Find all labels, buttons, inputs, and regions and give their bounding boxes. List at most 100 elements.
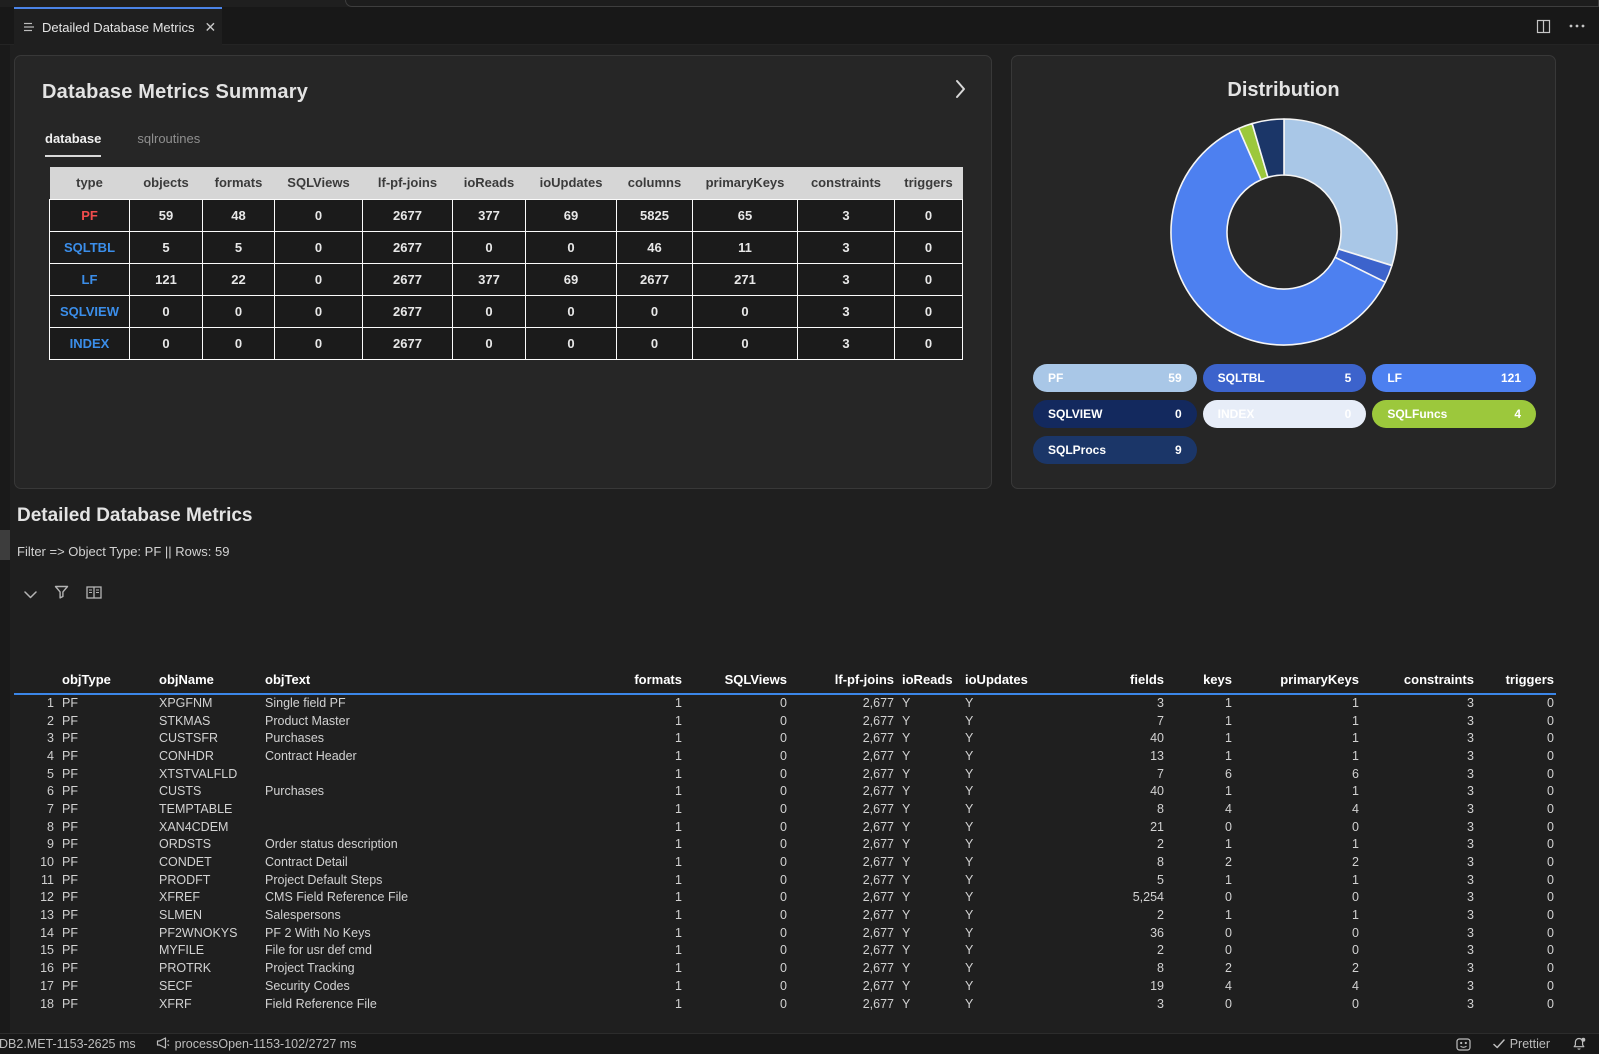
detail-col-SQLViews[interactable]: SQLViews	[684, 669, 789, 695]
detail-table-row[interactable]: 9 PF ORDSTS Order status description 1 0 2,677…	[14, 836, 1556, 854]
subtab-database[interactable]: database	[45, 131, 102, 157]
detail-cell: Y	[902, 908, 911, 923]
remote-explorer-icon[interactable]	[1453, 1037, 1474, 1051]
donut-slice-PF[interactable]	[1283, 118, 1398, 267]
detail-cell: PF 2 With No Keys	[265, 925, 371, 940]
detail-cell: PF	[62, 925, 78, 940]
detail-table-row[interactable]: 3 PF CUSTSFR Purchases 1 0 2,677 Y Y 40 1 1 3 0	[14, 729, 1556, 747]
detail-cell: 0	[1547, 819, 1554, 834]
detail-table-row[interactable]: 11 PF PRODFT Project Default Steps 1 0 2,677 Y Y…	[14, 871, 1556, 889]
detail-col-keys[interactable]: keys	[1166, 669, 1234, 695]
detail-col-triggers[interactable]: triggers	[1476, 669, 1556, 695]
legend-pill-INDEX[interactable]: INDEX 0	[1202, 400, 1367, 428]
split-editor-icon[interactable]	[1536, 19, 1551, 34]
detail-table-row[interactable]: 16 PF PROTRK Project Tracking 1 0 2,677 Y Y 8 2 2 3 0	[14, 959, 1556, 977]
summary-type-link-SQLVIEW[interactable]: SQLVIEW	[49, 294, 130, 328]
subtab-sqlroutines[interactable]: sqlroutines	[137, 131, 201, 146]
detail-cell: 1	[675, 908, 682, 923]
detail-cell: 7	[1157, 766, 1164, 781]
summary-type-link-PF[interactable]: PF	[49, 198, 130, 232]
detail-cell-rownum: 4	[47, 748, 54, 763]
legend-pill-SQLVIEW[interactable]: SQLVIEW 0	[1033, 400, 1197, 428]
detail-cell: Y	[902, 890, 911, 905]
legend-pill-SQLProcs[interactable]: SQLProcs 9	[1033, 436, 1197, 464]
detail-col-ioUpdates[interactable]: ioUpdates	[959, 669, 1054, 695]
detail-table-row[interactable]: 12 PF XFREF CMS Field Reference File 1 0 2,677…	[14, 889, 1556, 907]
detail-table-row[interactable]: 1 PF XPGFNM Single field PF 1 0 2,677 Y Y 3 1 1 3 0	[14, 694, 1556, 712]
detail-table-row[interactable]: 18 PF XFRF Field Reference File 1 0 2,677 Y Y 3 0 0…	[14, 995, 1556, 1013]
summary-col-columns: columns	[616, 167, 693, 199]
tab-detailed-database-metrics[interactable]: Detailed Database Metrics ✕	[14, 7, 222, 45]
detail-cell: 1	[1225, 748, 1232, 763]
summary-type-link-LF[interactable]: LF	[49, 262, 130, 296]
detail-table-row[interactable]: 4 PF CONHDR Contract Header 1 0 2,677 Y Y 13 1 1 3 0	[14, 747, 1556, 765]
detail-cell	[259, 765, 634, 783]
detail-col-objName[interactable]: objName	[153, 669, 259, 695]
summary-col-SQLViews: SQLViews	[274, 167, 363, 199]
detail-col-constraints[interactable]: constraints	[1361, 669, 1476, 695]
donut-slice-SQLProcs[interactable]	[1251, 118, 1285, 179]
detail-col-objType[interactable]: objType	[56, 669, 153, 695]
legend-pill-LF[interactable]: LF 121	[1372, 364, 1536, 392]
detail-cell: 0	[1547, 872, 1554, 887]
detail-cell: Y	[965, 819, 974, 834]
detail-cell: 3	[1467, 837, 1474, 852]
donut-slice-LF[interactable]	[1170, 127, 1387, 346]
detail-cell: PF	[62, 696, 78, 711]
detail-col-lf-pf-joins[interactable]: lf-pf-joins	[789, 669, 896, 695]
detail-cell: 3	[1467, 872, 1474, 887]
detail-cell: 0	[1547, 696, 1554, 711]
left-scrollbar-track[interactable]	[0, 45, 10, 1033]
detail-cell-rownum: 15	[40, 943, 54, 958]
detail-col-formats[interactable]: formats	[634, 669, 684, 695]
detail-table-row[interactable]: 15 PF MYFILE File for usr def cmd 1 0 2,677 Y Y 2…	[14, 942, 1556, 960]
columns-book-icon[interactable]	[86, 585, 102, 604]
detail-table-row[interactable]: 2 PF STKMAS Product Master 1 0 2,677 Y Y 7 1 1 3 0	[14, 712, 1556, 730]
left-scrollbar-thumb[interactable]	[0, 530, 10, 560]
filter-icon[interactable]	[54, 585, 69, 604]
detail-cell-rownum: 8	[47, 819, 54, 834]
summary-cell: 2677	[362, 326, 453, 360]
detail-table-row[interactable]: 6 PF CUSTS Purchases 1 0 2,677 Y Y 40 1 1 3 0	[14, 782, 1556, 800]
more-actions-icon[interactable]	[1569, 24, 1585, 28]
legend-value: 121	[1500, 371, 1521, 385]
detail-cell: XAN4CDEM	[159, 819, 229, 834]
detail-table-row[interactable]: 7 PF TEMPTABLE 1 0 2,677 Y Y 8 4 4 3 0	[14, 800, 1556, 818]
detail-cell: Y	[902, 837, 911, 852]
detail-col-primaryKeys[interactable]: primaryKeys	[1234, 669, 1361, 695]
summary-type-link-SQLTBL[interactable]: SQLTBL	[49, 230, 130, 264]
detail-cell: 2,677	[862, 837, 894, 852]
tab-close-icon[interactable]: ✕	[204, 19, 217, 35]
notifications-bell-icon[interactable]	[1569, 1037, 1589, 1051]
legend-pill-SQLTBL[interactable]: SQLTBL 5	[1202, 364, 1367, 392]
detail-cell: 0	[780, 978, 787, 993]
detail-cell: 0	[780, 872, 787, 887]
tab-title: Detailed Database Metrics	[42, 19, 195, 35]
chevron-down-icon[interactable]	[24, 586, 37, 604]
detail-cell: PF	[62, 784, 78, 799]
detail-cell: 0	[780, 713, 787, 728]
chevron-right-icon[interactable]	[955, 79, 966, 104]
legend-pill-PF[interactable]: PF 59	[1033, 364, 1197, 392]
detail-table-row[interactable]: 17 PF SECF Security Codes 1 0 2,677 Y Y 19 4 4 3 0	[14, 977, 1556, 995]
status-timing-1[interactable]: DB2.MET-1153-2625 ms	[0, 1037, 139, 1051]
detail-cell: 3	[1467, 925, 1474, 940]
detail-col-ioReads[interactable]: ioReads	[896, 669, 959, 695]
summary-type-link-INDEX[interactable]: INDEX	[49, 326, 130, 360]
detail-table-row[interactable]: 5 PF XTSTVALFLD 1 0 2,677 Y Y 7 6 6 3 0	[14, 765, 1556, 783]
detail-table-row[interactable]: 8 PF XAN4CDEM 1 0 2,677 Y Y 21 0 0 3 0	[14, 818, 1556, 836]
detail-col-objText[interactable]: objText	[259, 669, 634, 695]
prettier-status[interactable]: Prettier	[1490, 1037, 1553, 1051]
detail-cell: 3	[1467, 996, 1474, 1011]
detail-table-row[interactable]: 10 PF CONDET Contract Detail 1 0 2,677 Y Y 8 2 2 3 0	[14, 853, 1556, 871]
detail-cell: 3	[1467, 943, 1474, 958]
detail-cell: 1	[675, 713, 682, 728]
detail-table-row[interactable]: 14 PF PF2WNOKYS PF 2 With No Keys 1 0 2,677 Y Y 3…	[14, 924, 1556, 942]
detail-col-fields[interactable]: fields	[1054, 669, 1166, 695]
check-icon	[1492, 1039, 1505, 1049]
detail-table-row[interactable]: 13 PF SLMEN Salespersons 1 0 2,677 Y Y 2 1 1 3 0	[14, 906, 1556, 924]
detail-cell-rownum: 16	[40, 961, 54, 976]
legend-pill-SQLFuncs[interactable]: SQLFuncs 4	[1372, 400, 1536, 428]
status-timing-2[interactable]: processOpen-1153-102/2727 ms	[153, 1036, 360, 1052]
detail-cell: 1	[675, 872, 682, 887]
